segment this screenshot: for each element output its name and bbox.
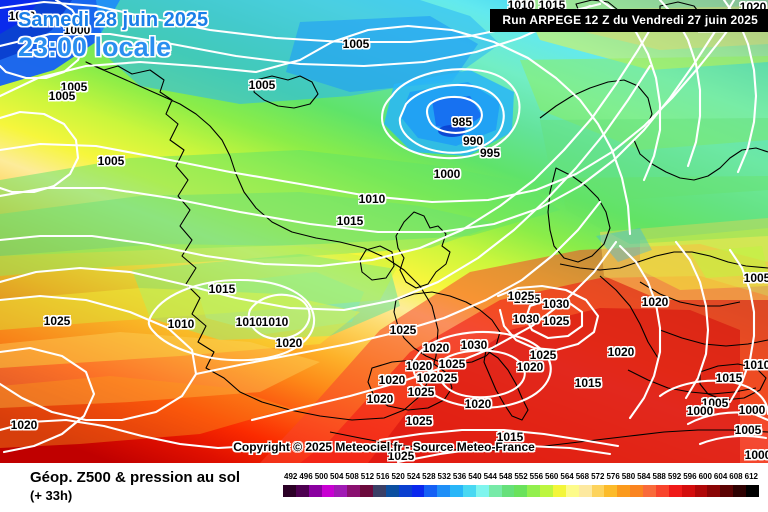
model-run-banner: Run ARPEGE 12 Z du Vendredi 27 juin 2025 <box>490 9 768 32</box>
colorbar-swatch <box>694 485 708 497</box>
colorbar-swatch <box>643 485 656 497</box>
colorbar-swatch <box>437 485 451 497</box>
colorbar-swatch <box>630 485 644 497</box>
colorbar-swatch <box>501 485 515 497</box>
colorbar-tick: 516 <box>376 472 390 481</box>
field-caption-main: Géop. Z500 & pression au sol <box>30 469 241 486</box>
colorbar-tick: 580 <box>621 472 636 481</box>
colorbar-swatch <box>488 485 502 497</box>
colorbar-swatch <box>398 485 412 497</box>
colorbar-swatch <box>334 485 348 497</box>
colorbar-swatch <box>347 485 361 497</box>
isobars <box>0 0 768 463</box>
colorbar-tick: 508 <box>345 472 359 481</box>
colorbar-swatch <box>745 485 759 497</box>
colorbar-tick: 492 <box>283 472 298 481</box>
colorbar-swatch <box>283 485 296 497</box>
coastlines <box>85 0 768 451</box>
colorbar-tick: 560 <box>545 472 559 481</box>
colorbar-tick: 576 <box>606 472 620 481</box>
colorbar-swatch <box>578 485 592 497</box>
colorbar-tick: 504 <box>330 472 344 481</box>
colorbar-tick: 584 <box>637 472 651 481</box>
colorbar-swatch <box>424 485 438 497</box>
colorbar-tick: 524 <box>406 472 421 481</box>
colorbar-swatch <box>617 485 631 497</box>
colorbar-tick-labels: 492 496 500 504 508 512 516 520 524 528 532 536 540 5… <box>283 472 759 485</box>
colorbar-swatch <box>527 485 541 497</box>
colorbar-tick: 536 <box>452 472 467 481</box>
colorbar-tick: 604 <box>713 472 728 481</box>
colorbar-tick: 564 <box>560 472 574 481</box>
colorbar-swatch <box>655 485 669 497</box>
colorbar-swatch <box>720 485 734 497</box>
map-canvas <box>0 0 768 463</box>
colorbar-tick: 596 <box>683 472 697 481</box>
colorbar-tick: 612 <box>744 472 758 481</box>
colorbar-swatch <box>411 485 425 497</box>
colorbar-tick: 512 <box>360 472 375 481</box>
colorbar-tick: 588 <box>652 472 666 481</box>
colorbar-swatch <box>385 485 399 497</box>
colorbar-tick: 568 <box>575 472 590 481</box>
footer-bar: Géop. Z500 & pression au sol (+ 33h) 492… <box>0 463 768 512</box>
colorbar-tick: 608 <box>729 472 743 481</box>
colorbar-tick: 520 <box>391 472 405 481</box>
colorbar: 492 496 500 504 508 512 516 520 524 528 532 536 540 5… <box>283 472 759 504</box>
colorbar-swatch <box>360 485 374 497</box>
colorbar-swatch <box>553 485 566 497</box>
colorbar-tick: 600 <box>698 472 712 481</box>
colorbar-tick: 496 <box>299 472 313 481</box>
colorbar-swatch <box>295 485 309 497</box>
colorbar-swatches <box>283 485 759 497</box>
field-caption-sub: (+ 33h) <box>30 488 73 503</box>
colorbar-swatch <box>733 485 746 497</box>
colorbar-tick: 572 <box>591 472 605 481</box>
colorbar-tick: 500 <box>314 472 329 481</box>
colorbar-swatch <box>681 485 695 497</box>
colorbar-swatch <box>707 485 721 497</box>
colorbar-swatch <box>463 485 476 497</box>
colorbar-swatch <box>604 485 618 497</box>
colorbar-swatch <box>308 485 322 497</box>
colorbar-tick: 532 <box>437 472 451 481</box>
colorbar-swatch <box>591 485 605 497</box>
colorbar-tick: 540 <box>468 472 482 481</box>
colorbar-tick: 528 <box>422 472 436 481</box>
colorbar-swatch <box>668 485 682 497</box>
colorbar-swatch <box>540 485 554 497</box>
colorbar-tick: 552 <box>514 472 528 481</box>
colorbar-swatch <box>373 485 386 497</box>
colorbar-tick: 592 <box>667 472 682 481</box>
colorbar-swatch <box>475 485 489 497</box>
colorbar-tick: 556 <box>529 472 544 481</box>
colorbar-tick: 544 <box>483 472 497 481</box>
colorbar-swatch <box>321 485 335 497</box>
colorbar-swatch <box>565 485 579 497</box>
weather-map[interactable]: 1000100010051005100510051005101010151015… <box>0 0 768 463</box>
colorbar-swatch <box>514 485 528 497</box>
colorbar-swatch <box>450 485 464 497</box>
colorbar-tick: 548 <box>498 472 513 481</box>
field-caption: Géop. Z500 & pression au sol (+ 33h) <box>30 468 240 504</box>
